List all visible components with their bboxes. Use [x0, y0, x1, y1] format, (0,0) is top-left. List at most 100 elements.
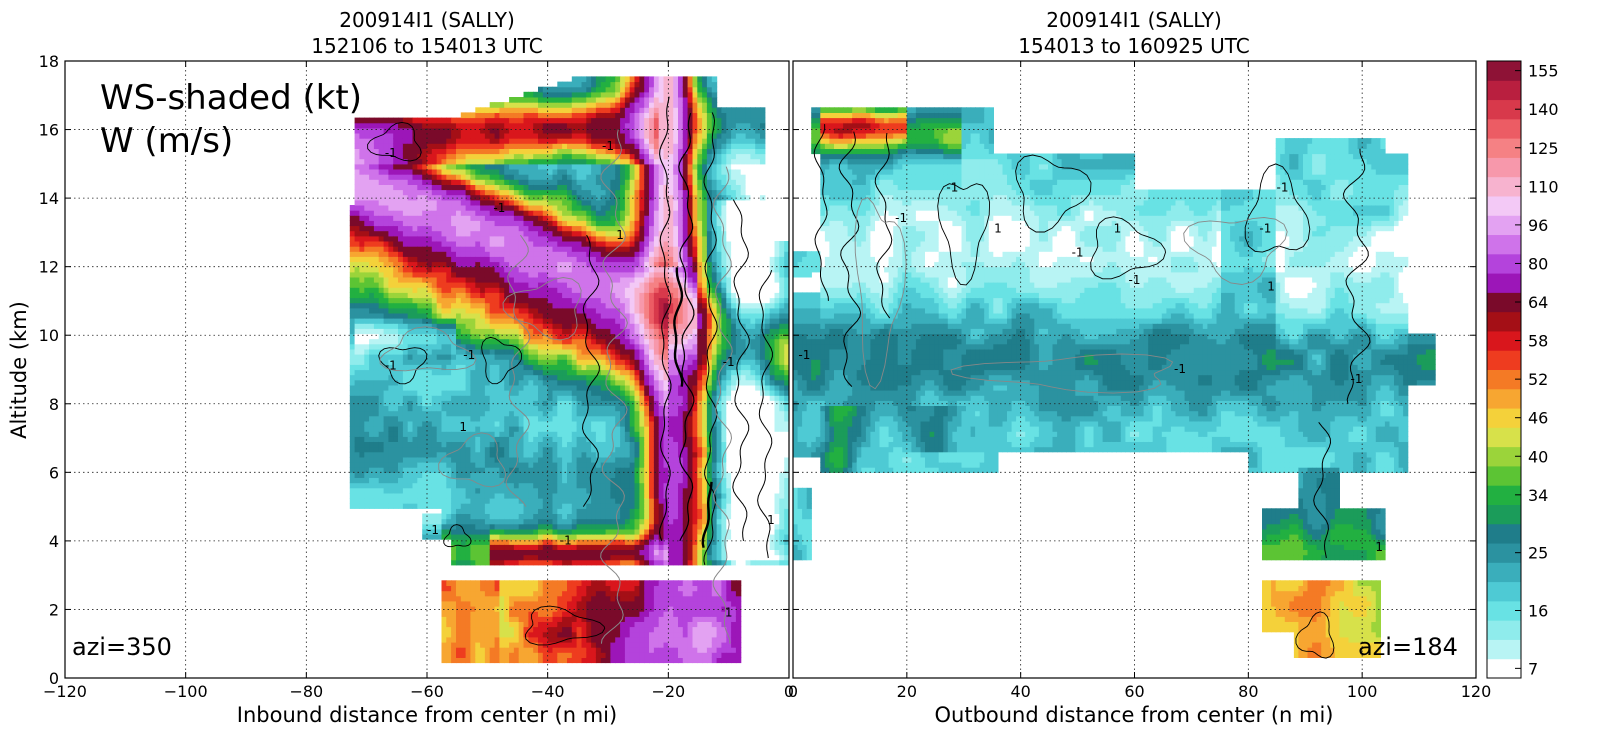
- heatmap-cell: [373, 369, 380, 376]
- heatmap-cell: [542, 148, 549, 155]
- heatmap-cell: [465, 241, 471, 247]
- heatmap-cell: [465, 472, 471, 478]
- heatmap-cell: [388, 318, 394, 324]
- heatmap-cell: [504, 642, 510, 648]
- heatmap-cell: [475, 606, 481, 612]
- heatmap-cell: [538, 528, 544, 535]
- heatmap-cell: [552, 462, 558, 468]
- heatmap-cell: [538, 446, 544, 453]
- heatmap-cell: [513, 199, 520, 206]
- heatmap-cell: [591, 179, 597, 185]
- heatmap-cell: [484, 420, 491, 427]
- heatmap-cell: [431, 194, 438, 201]
- heatmap-cell: [504, 138, 510, 144]
- heatmap-cell: [509, 230, 515, 237]
- heatmap-cell: [460, 395, 467, 401]
- heatmap-cell: [581, 76, 587, 83]
- heatmap-cell: [451, 446, 457, 453]
- heatmap-cell: [465, 338, 471, 345]
- heatmap-cell: [369, 266, 375, 273]
- heatmap-cell: [562, 235, 568, 242]
- heatmap-cell: [567, 174, 573, 180]
- heatmap-cell: [398, 451, 404, 458]
- heatmap-cell: [538, 287, 544, 293]
- heatmap-cell: [407, 451, 414, 458]
- heatmap-cell: [509, 143, 515, 149]
- heatmap-cell: [427, 220, 433, 227]
- heatmap-cell: [552, 636, 558, 643]
- heatmap-cell: [470, 410, 476, 417]
- heatmap-cell: [422, 276, 428, 283]
- heatmap-cell: [388, 364, 394, 371]
- heatmap-cell: [456, 148, 462, 155]
- heatmap-cell: [513, 174, 520, 180]
- heatmap-cell: [441, 446, 447, 453]
- heatmap-cell: [359, 446, 365, 453]
- heatmap-cell: [581, 498, 587, 504]
- heatmap-cell: [538, 158, 544, 165]
- heatmap-cell: [513, 595, 520, 602]
- heatmap-cell: [460, 256, 467, 263]
- heatmap-cell: [513, 456, 520, 463]
- heatmap-cell: [364, 292, 370, 299]
- heatmap-cell: [412, 384, 418, 391]
- heatmap-cell: [576, 199, 582, 206]
- heatmap-cell: [542, 312, 549, 319]
- heatmap-cell: [562, 138, 568, 144]
- heatmap-cell: [538, 307, 544, 314]
- heatmap-cell: [538, 631, 544, 638]
- heatmap-cell: [552, 246, 558, 252]
- heatmap-cell: [581, 143, 587, 149]
- heatmap-cell: [523, 549, 529, 556]
- heatmap-cell: [431, 456, 438, 463]
- heatmap-cell: [513, 102, 520, 108]
- heatmap-cell: [364, 446, 370, 453]
- heatmap-cell: [509, 606, 515, 612]
- heatmap-cell: [489, 318, 496, 324]
- heatmap-cell: [595, 312, 602, 319]
- heatmap-cell: [480, 369, 486, 376]
- heatmap-cell: [378, 451, 385, 458]
- heatmap-cell: [484, 194, 491, 201]
- heatmap-cell: [460, 343, 467, 350]
- heatmap-cell: [359, 122, 365, 129]
- heatmap-cell: [547, 642, 554, 648]
- heatmap-cell: [591, 328, 597, 335]
- heatmap-cell: [518, 647, 525, 653]
- heatmap-cell: [484, 199, 491, 206]
- heatmap-cell: [595, 400, 602, 406]
- heatmap-cell: [576, 379, 582, 386]
- heatmap-cell: [359, 390, 365, 396]
- heatmap-cell: [349, 282, 356, 288]
- heatmap-cell: [595, 261, 602, 268]
- heatmap-cell: [446, 446, 452, 453]
- heatmap-cell: [398, 241, 404, 247]
- heatmap-cell: [494, 127, 500, 134]
- heatmap-cell: [451, 523, 457, 530]
- heatmap-cell: [562, 112, 568, 119]
- heatmap-cell: [586, 415, 592, 422]
- heatmap-cell: [431, 513, 438, 520]
- heatmap-cell: [460, 549, 467, 556]
- heatmap-cell: [547, 338, 554, 345]
- heatmap-cell: [378, 133, 385, 139]
- heatmap-cell: [460, 621, 467, 628]
- heatmap-cell: [509, 580, 515, 586]
- heatmap-cell: [533, 431, 539, 437]
- heatmap-cell: [586, 451, 592, 458]
- heatmap-cell: [378, 143, 385, 149]
- heatmap-cell: [465, 647, 471, 653]
- heatmap-cell: [475, 636, 481, 643]
- heatmap-cell: [465, 395, 471, 401]
- heatmap-cell: [446, 611, 452, 617]
- heatmap-cell: [470, 153, 476, 160]
- heatmap-cell: [451, 328, 457, 335]
- heatmap-cell: [562, 215, 568, 221]
- heatmap-cell: [431, 184, 438, 191]
- heatmap-cell: [398, 194, 404, 201]
- heatmap-cell: [436, 230, 443, 237]
- heatmap-cell: [571, 369, 578, 376]
- heatmap-cell: [465, 626, 471, 633]
- heatmap-cell: [456, 549, 462, 556]
- heatmap-cell: [542, 359, 549, 365]
